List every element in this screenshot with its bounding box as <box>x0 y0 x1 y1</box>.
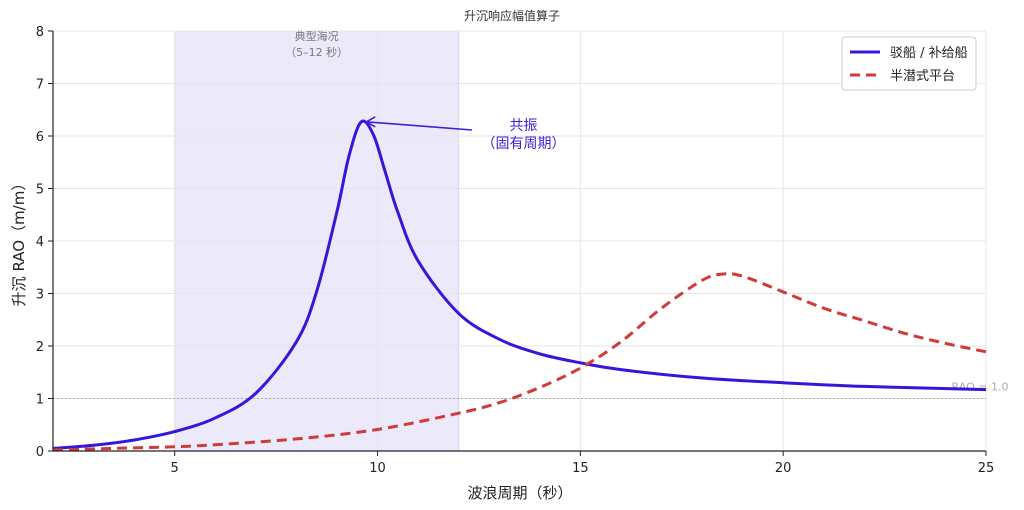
x-tick-label: 5 <box>171 461 179 476</box>
x-tick-label: 15 <box>572 461 589 476</box>
series-semi-submersible <box>52 272 987 452</box>
x-tick-label: 25 <box>978 461 995 476</box>
y-tick-label: 5 <box>36 183 44 198</box>
plot-area: RAO = 1.0 典型海况 （5–12 秒） 共振 （固有周期） <box>52 29 1009 452</box>
y-tick-label: 1 <box>36 393 44 408</box>
sea-state-range-label: （5–12 秒） <box>285 45 348 59</box>
y-axis-label: 升沉 RAO（m/m） <box>10 176 28 307</box>
series-barge-supply-vessel <box>52 119 987 450</box>
resonance-label: 共振 <box>510 118 538 134</box>
sea-state-label: 典型海况 <box>295 29 339 43</box>
legend-label-barge: 驳船 / 补给船 <box>890 46 968 61</box>
y-tick-label: 7 <box>36 78 44 93</box>
y-tick-label: 6 <box>36 130 44 145</box>
x-tick-label: 20 <box>775 461 792 476</box>
y-tick-label: 2 <box>36 340 44 355</box>
y-tick-label: 0 <box>36 445 44 460</box>
rao-reference-label: RAO = 1.0 <box>952 381 1009 394</box>
y-tick-label: 4 <box>36 235 44 250</box>
natural-period-label: （固有周期） <box>482 136 566 152</box>
y-tick-label: 8 <box>36 25 44 40</box>
y-tick-label: 3 <box>36 288 44 303</box>
chart-title: 升沉响应幅值算子 <box>464 8 560 23</box>
x-axis-label: 波浪周期（秒） <box>467 484 572 502</box>
x-tick-label: 10 <box>369 461 386 476</box>
legend: 驳船 / 补给船 半潜式平台 <box>841 36 977 91</box>
arrowhead-icon <box>364 116 376 128</box>
resonance-arrow <box>366 121 473 131</box>
legend-label-semisub: 半潜式平台 <box>890 69 955 84</box>
axes: 0 1 2 3 4 5 6 7 8 5 10 15 20 25 <box>36 25 995 476</box>
